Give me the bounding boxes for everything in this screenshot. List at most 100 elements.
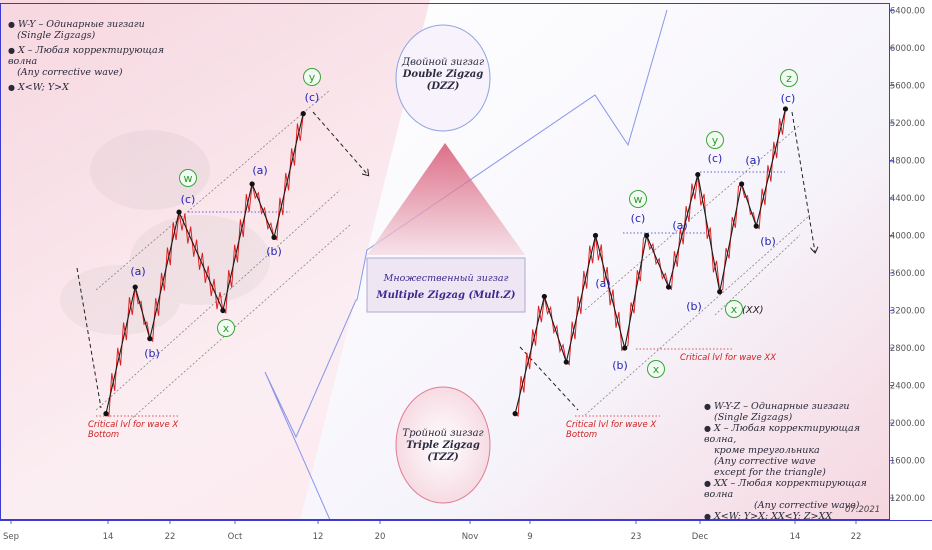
- dzz-en: Double Zigzag: [402, 69, 484, 80]
- dzz-abbr: (DZZ): [426, 81, 460, 92]
- pivot-point: [512, 411, 518, 417]
- circle-label-z: z: [786, 72, 792, 85]
- pivot-point: [147, 336, 153, 342]
- pivot-point: [753, 223, 759, 229]
- plot-frame: [0, 3, 890, 520]
- pivot-point: [717, 289, 723, 295]
- critical-left-l1: Critical lvl for wave X: [88, 420, 178, 430]
- price-tick-label: 5200.00: [890, 119, 925, 129]
- price-tick-label: 3600.00: [890, 269, 925, 279]
- label-a: (a): [595, 277, 610, 290]
- pivot-point: [563, 359, 569, 365]
- right-note-1: W-Y-Z – Одинарные зигзаги: [713, 401, 850, 412]
- left-notes: ● W-Y – Одинарные зигзаги (Single Zigzags…: [8, 19, 164, 93]
- pivot-point: [739, 181, 745, 187]
- circle-label-w: w: [634, 193, 643, 206]
- circle-label-x: x: [653, 363, 660, 376]
- time-tick-label: 14: [103, 532, 114, 542]
- price-tick-label: 1600.00: [890, 457, 925, 467]
- label-b: (b): [266, 245, 282, 258]
- tzz-abbr: (TZZ): [427, 452, 459, 463]
- price-tick-label: 2800.00: [890, 344, 925, 354]
- decorative-zigzag-line: [264, 9, 668, 521]
- pivot-series: [103, 106, 789, 417]
- left-note-3: X – Любая корректирующая волна: [8, 45, 164, 67]
- price-tick-label: 4000.00: [890, 232, 925, 242]
- time-tick-label: 20: [375, 532, 386, 542]
- tzz-ru: Тройной зигзаг: [402, 428, 484, 439]
- left-note-2: (Single Zigzags): [17, 30, 96, 41]
- left-note-4: (Any corrective wave): [17, 67, 123, 78]
- right-note-6: except for the triangle): [714, 467, 826, 478]
- label-a: (a): [745, 154, 760, 167]
- pivot-point: [592, 232, 599, 239]
- pivot-point: [782, 106, 789, 112]
- critical-labels: Critical lvl for wave X Bottom Critical …: [88, 353, 776, 440]
- label-b: (b): [144, 347, 160, 360]
- label-xx: (XX): [742, 305, 764, 316]
- right-note-9: X<W; Y>X; XX<Y; Z>XX: [713, 511, 832, 522]
- right-wave-labels: (a) (b) (c) (a) (b) (c) (a) (b) (c): [595, 92, 795, 372]
- right-note-3: X – Любая корректирующая волна,: [704, 423, 860, 445]
- critical-xx: Critical lvl for wave XX: [680, 353, 776, 363]
- right-note-4: кроме треугольника: [714, 445, 820, 456]
- pivot-point: [300, 111, 306, 117]
- time-tick-label: 22: [851, 532, 862, 542]
- price-tick-label: 6400.00: [890, 7, 925, 17]
- label-c: (c): [631, 212, 646, 225]
- pivot-point: [132, 284, 138, 290]
- time-tick-label: 9: [527, 532, 532, 542]
- pivot-point: [695, 171, 701, 178]
- pivot-point: [220, 307, 226, 314]
- right-channel: [584, 124, 811, 416]
- left-wave-labels: (a) (b) (c) (a) (b) (c): [130, 91, 319, 360]
- pivot-line: [105, 113, 304, 414]
- right-note-2: (Single Zigzags): [714, 412, 793, 423]
- label-a: (a): [130, 265, 145, 278]
- double-zigzag-bubble: [395, 24, 491, 132]
- price-tick-label: 4800.00: [890, 157, 925, 167]
- label-b: (b): [760, 235, 776, 248]
- price-tick-label: 4400.00: [890, 194, 925, 204]
- time-tick-label: 23: [631, 532, 642, 542]
- price-tick-label: 1200.00: [890, 494, 925, 504]
- circle-label-x: x: [731, 303, 738, 316]
- double-zigzag-text: Двойной зигзаг Double Zigzag (DZZ): [396, 57, 490, 93]
- time-tick-label: 14: [790, 532, 801, 542]
- time-tick-label: Dec: [692, 532, 709, 542]
- dzz-ru: Двойной зигзаг: [401, 57, 485, 68]
- label-c: (c): [305, 91, 320, 104]
- price-tick-label: 2000.00: [890, 419, 925, 429]
- price-tick-label: 2400.00: [890, 382, 925, 392]
- left-note-1: W-Y – Одинарные зигзаги: [17, 19, 145, 30]
- multiple-zigzag-box: [366, 257, 526, 313]
- pivot-point: [249, 181, 255, 187]
- right-note-7: XX – Любая корректирующая волна: [704, 478, 867, 500]
- tzz-en: Triple Zigzag: [406, 440, 480, 451]
- label-c: (c): [781, 92, 796, 105]
- pivot-point: [644, 232, 650, 239]
- date-stamp: 07.2021: [845, 505, 880, 515]
- time-axis: Sep 14 22 Oct 12 20 Nov 9 23 Dec 14 22: [3, 520, 861, 542]
- triple-zigzag-bubble: [395, 386, 491, 504]
- circle-label-y: y: [309, 71, 316, 84]
- label-b: (b): [612, 359, 628, 372]
- price-axis: 6400.00 6000.00 5600.00 5200.00 4800.00 4400.…: [890, 7, 925, 505]
- critical-right-l2: Bottom: [566, 430, 597, 440]
- time-tick-label: 22: [165, 532, 176, 542]
- circle-label-w: w: [184, 172, 193, 185]
- pivot-point: [176, 209, 182, 215]
- time-tick-label: 12: [313, 532, 324, 542]
- entry-arrow-left: [76, 267, 102, 409]
- mz-en: Multiple Zigzag (Mult.Z): [376, 290, 516, 301]
- critical-right-l1: Critical lvl for wave X: [566, 420, 656, 430]
- pivot-line: [514, 108, 787, 414]
- label-c: (c): [181, 193, 196, 206]
- exit-arrow-right: [791, 111, 815, 252]
- circle-label-x: x: [223, 322, 230, 335]
- label-c: (c): [708, 152, 723, 165]
- price-tick-label: 6000.00: [890, 44, 925, 54]
- pivot-point: [103, 411, 109, 417]
- multiple-zigzag-text: Множественный зигзаг Multiple Zigzag (Mu…: [367, 273, 525, 302]
